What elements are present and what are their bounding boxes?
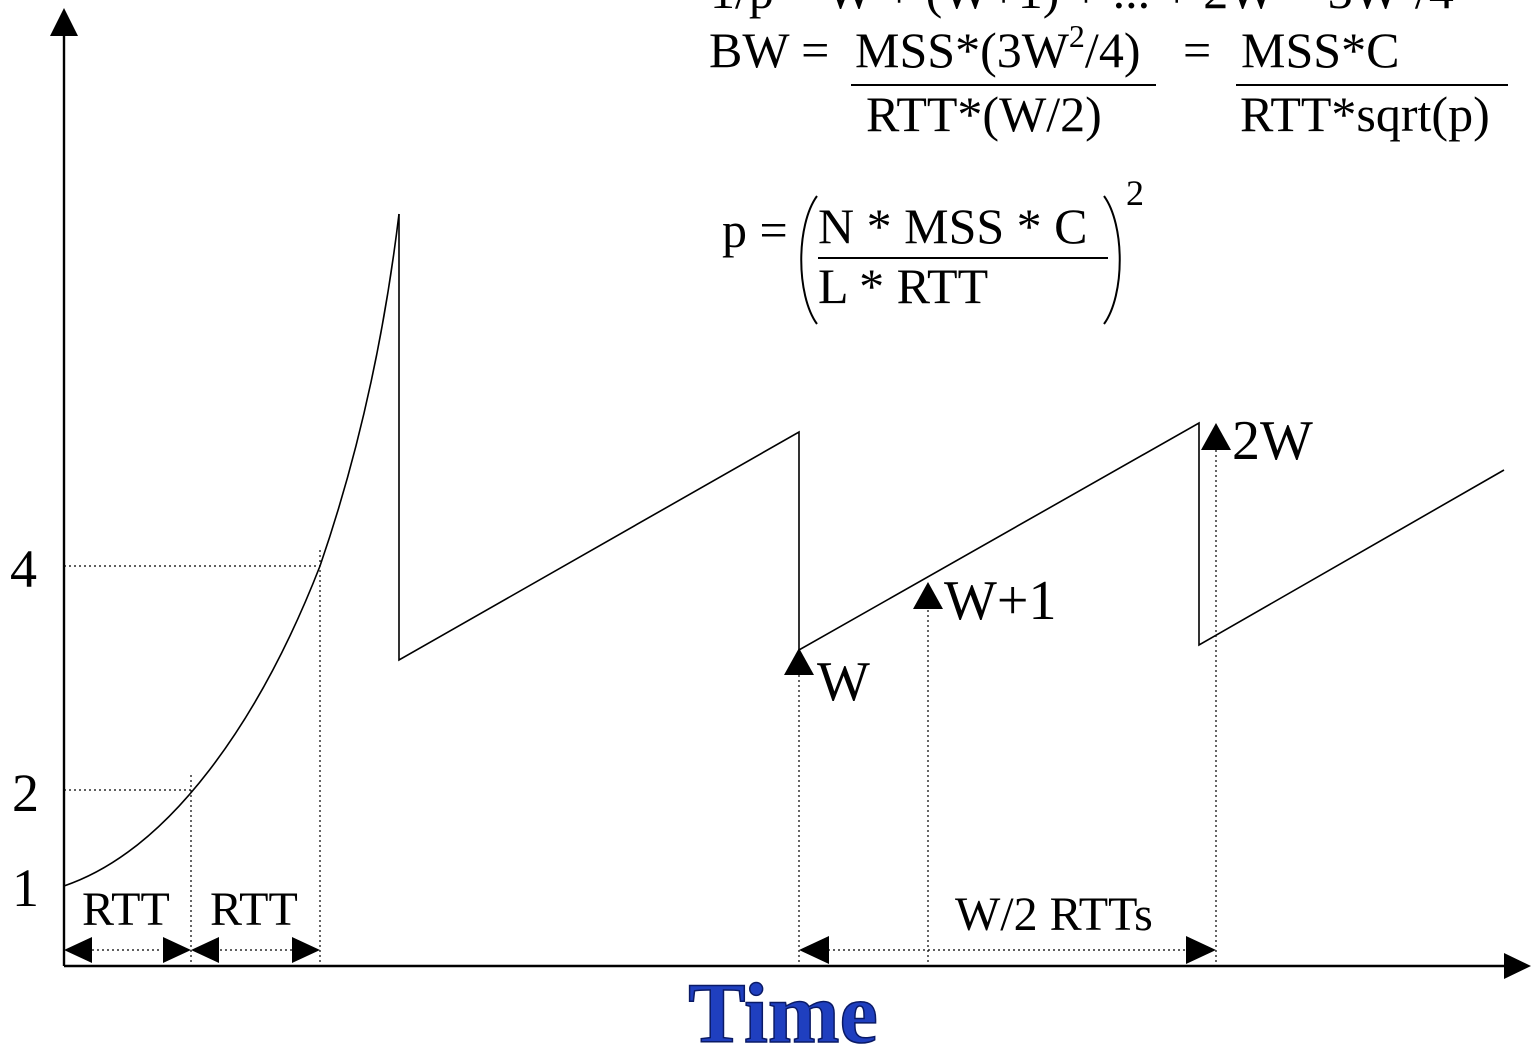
marker-w-plus-1-triangle (913, 582, 943, 609)
bw-numerator-1-main: MSS*(3W (855, 22, 1070, 78)
y-tick-label-4: 4 (10, 539, 37, 599)
bw-numerator-1-end: /4) (1085, 22, 1141, 78)
bw-equals: = (1183, 22, 1211, 78)
rtt-label-2: RTT (210, 883, 298, 936)
bw-denominator-2: RTT*sqrt(p) (1240, 86, 1490, 142)
marker-w-plus-1-label: W+1 (944, 570, 1056, 632)
marker-w-label: W (817, 651, 870, 713)
rtt-span-1 (64, 937, 191, 963)
eq-top-partial: 1/p = W + (W+1) + ... + 2W = 3W²/4 (710, 0, 1454, 19)
bw-numerator-2: MSS*C (1241, 22, 1399, 78)
p-right-paren (1103, 195, 1121, 325)
rtt-label-1: RTT (82, 883, 170, 936)
rtt-span-2-left-arrowhead (191, 937, 219, 963)
y-tick-label-2: 2 (12, 763, 39, 823)
p-lhs: p = (722, 202, 788, 258)
rtt-span-2 (191, 937, 320, 963)
dotted-guides (64, 445, 1217, 966)
marker-w-triangle (784, 648, 814, 675)
y-axis-arrowhead (50, 8, 78, 36)
p-denominator: L * RTT (818, 258, 988, 314)
p-left-paren (800, 195, 818, 325)
y-tick-label-1: 1 (12, 858, 39, 918)
axes (50, 8, 1531, 979)
marker-2w-triangle (1201, 423, 1231, 450)
x-axis-label-time: Time (688, 965, 878, 1051)
rtt-span-2-right-arrowhead (292, 937, 320, 963)
w2-span (799, 936, 1216, 964)
x-axis-arrowhead (1504, 953, 1531, 979)
marker-2w-label: 2W (1232, 410, 1313, 472)
w2-rtts-label: W/2 RTTs (955, 888, 1153, 941)
bw-denominator-1: RTT*(W/2) (866, 86, 1102, 142)
rtt-span-1-left-arrowhead (64, 937, 92, 963)
p-numerator: N * MSS * C (818, 198, 1088, 254)
equations: 1/p = W + (W+1) + ... + 2W = 3W²/4 BW = … (709, 0, 1508, 325)
w2-span-right-arrowhead (1186, 936, 1216, 964)
bw-numerator-1: MSS*(3W2/4) (855, 18, 1140, 78)
bw-lhs: BW = (709, 22, 829, 78)
p-exponent: 2 (1126, 173, 1144, 213)
bw-numerator-1-superscript: 2 (1069, 18, 1085, 54)
w2-span-left-arrowhead (799, 936, 829, 964)
rtt-span-1-right-arrowhead (163, 937, 191, 963)
slow-start-curve (63, 213, 400, 887)
